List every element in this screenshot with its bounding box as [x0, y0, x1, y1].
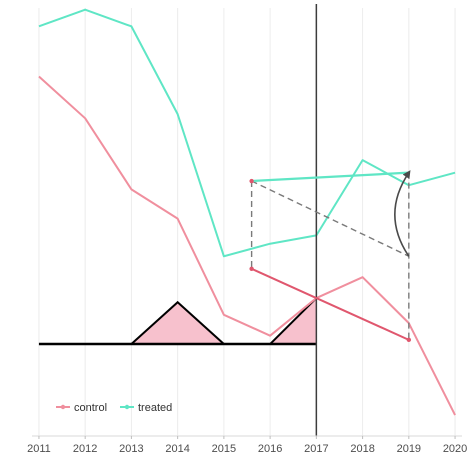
series-line-control [38, 75, 456, 416]
control-projection-segment [251, 267, 410, 341]
x-tick-label: 2012 [73, 443, 97, 455]
series-line-treated [38, 8, 456, 258]
legend: control treated [56, 402, 172, 414]
legend-label-control: control [74, 402, 107, 414]
x-tick-label: 2020 [443, 443, 467, 455]
x-tick-label: 2017 [304, 443, 328, 455]
legend-marker-treated [124, 404, 130, 410]
grid-lines [38, 8, 456, 436]
curved-arrow [394, 170, 411, 257]
x-tick-label: 2018 [350, 443, 374, 455]
triangles-layer [38, 297, 318, 346]
x-tick-label: 2019 [397, 443, 421, 455]
x-tick-label: 2011 [27, 443, 51, 455]
triangle-outline [130, 300, 225, 345]
endpoint-dot [406, 337, 412, 343]
x-tick-label: 2013 [119, 443, 143, 455]
triangle-outline [269, 297, 318, 345]
triangle-fill [131, 302, 224, 345]
endpoint-dot [249, 178, 254, 184]
x-axis: 2011 2012 2013 2014 2015 2016 2017 2018 2019 2020 [27, 435, 467, 455]
x-tick-label: 2015 [212, 443, 236, 455]
treated-projection-segment [251, 171, 409, 183]
x-tick-label: 2016 [258, 443, 282, 455]
annotations-layer [249, 4, 412, 436]
legend-label-treated: treated [138, 402, 172, 414]
x-tick-label: 2014 [165, 443, 189, 455]
legend-marker-control [60, 404, 66, 410]
endpoint-dot [249, 266, 254, 271]
dashed-segment [251, 180, 410, 257]
series-layer [38, 8, 456, 416]
